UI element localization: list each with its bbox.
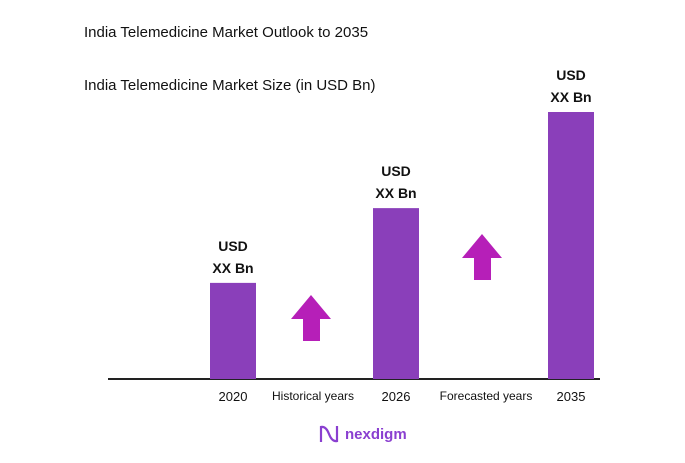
brand-name: nexdigm [345, 425, 407, 443]
nexdigm-logo: nexdigm [318, 424, 407, 444]
data-label: XX Bn [212, 260, 253, 276]
page-title: India Telemedicine Market Outlook to 203… [84, 24, 369, 41]
up-arrow-icon [462, 234, 502, 280]
bar-2026 [373, 208, 419, 379]
chart-title: India Telemedicine Market Size (in USD B… [84, 77, 376, 94]
period-label: Forecasted years [440, 389, 533, 403]
x-tick-label: 2026 [382, 389, 411, 404]
period-label: Historical years [272, 389, 354, 403]
data-label: XX Bn [375, 185, 416, 201]
data-label: USD [556, 67, 586, 83]
up-arrow-icon [291, 295, 331, 341]
bar-2035 [548, 112, 594, 379]
data-label: XX Bn [550, 89, 591, 105]
data-label: USD [218, 238, 248, 254]
x-tick-label: 2035 [557, 389, 586, 404]
x-tick-label: 2020 [219, 389, 248, 404]
bar-2020 [210, 282, 256, 379]
logo-mark-icon [319, 425, 339, 443]
data-label: USD [381, 163, 411, 179]
